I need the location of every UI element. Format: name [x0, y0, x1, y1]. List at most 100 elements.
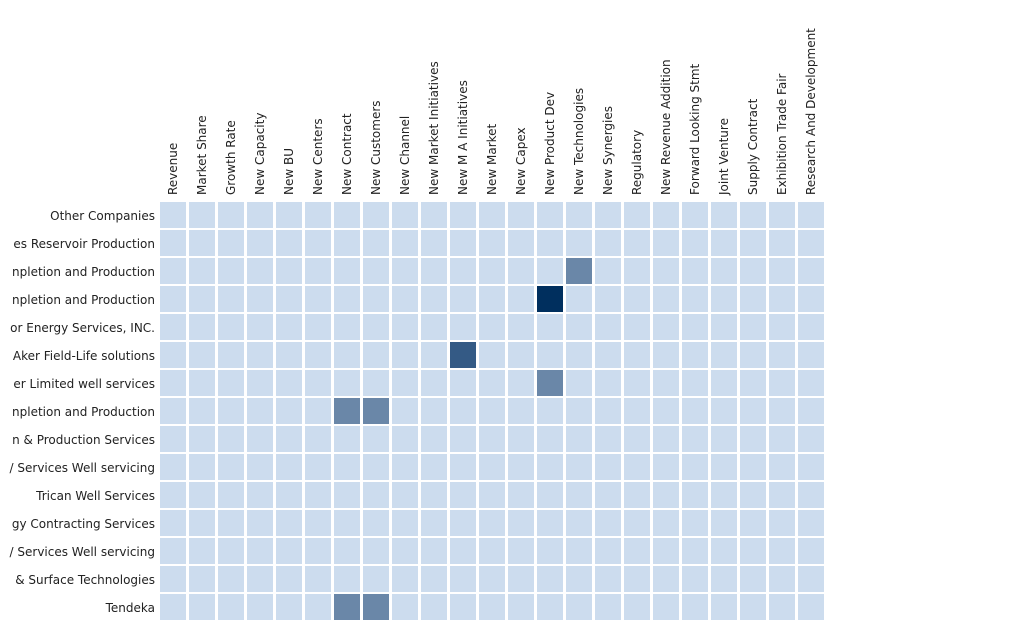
- heatmap-cell: [653, 482, 679, 508]
- heatmap-cell: [682, 258, 708, 284]
- heatmap-cell: [247, 286, 273, 312]
- heatmap-cell: [160, 426, 186, 452]
- heatmap-cell: [769, 426, 795, 452]
- heatmap-cell: [798, 538, 824, 564]
- heatmap-cell: [653, 370, 679, 396]
- heatmap-cell: [160, 398, 186, 424]
- heatmap-cell: [508, 398, 534, 424]
- heatmap-cell: [537, 482, 563, 508]
- column-label: Forward Looking Stmt: [688, 63, 702, 195]
- heatmap-cell: [450, 370, 476, 396]
- heatmap-cell: [247, 594, 273, 620]
- heatmap-cell: [798, 594, 824, 620]
- heatmap-cell: [334, 538, 360, 564]
- heatmap-cell: [363, 538, 389, 564]
- heatmap-cell: [392, 398, 418, 424]
- heatmap-cell: [392, 594, 418, 620]
- heatmap-cell: [682, 370, 708, 396]
- heatmap-cell: [450, 398, 476, 424]
- heatmap-cell: [566, 342, 592, 368]
- row-label: & Surface Technologies: [15, 573, 155, 587]
- heatmap-cell: [479, 398, 505, 424]
- heatmap-cell: [247, 538, 273, 564]
- heatmap-cell: [566, 454, 592, 480]
- heatmap-cell: [595, 230, 621, 256]
- heatmap-cell: [479, 286, 505, 312]
- heatmap-cell: [740, 510, 766, 536]
- heatmap-cell: [421, 370, 447, 396]
- heatmap-cell: [160, 258, 186, 284]
- heatmap-cell: [276, 482, 302, 508]
- heatmap-cell: [421, 202, 447, 228]
- heatmap-cell: [798, 202, 824, 228]
- heatmap-cell: [218, 566, 244, 592]
- heatmap-cell: [247, 314, 273, 340]
- column-label: New BU: [282, 148, 296, 195]
- heatmap-cell: [247, 566, 273, 592]
- heatmap-cell: [421, 258, 447, 284]
- heatmap-cell: [479, 538, 505, 564]
- heatmap-cell: [421, 482, 447, 508]
- heatmap-cell: [798, 482, 824, 508]
- row-label: / Services Well servicing: [10, 461, 155, 475]
- heatmap-cell: [682, 538, 708, 564]
- heatmap-cell: [653, 566, 679, 592]
- heatmap-cell: [160, 454, 186, 480]
- heatmap-cell: [218, 314, 244, 340]
- heatmap-cell: [508, 202, 534, 228]
- heatmap-cell: [624, 258, 650, 284]
- heatmap-cell: [508, 454, 534, 480]
- heatmap-cell: [653, 510, 679, 536]
- heatmap-cell: [363, 314, 389, 340]
- heatmap-cell: [740, 594, 766, 620]
- heatmap-cell: [624, 510, 650, 536]
- heatmap-cell: [276, 454, 302, 480]
- column-label: Regulatory: [630, 130, 644, 195]
- heatmap-cell: [334, 370, 360, 396]
- heatmap-cell: [479, 594, 505, 620]
- heatmap-cell: [363, 202, 389, 228]
- heatmap-cell: [653, 426, 679, 452]
- heatmap-cell: [276, 538, 302, 564]
- heatmap-cell: [479, 454, 505, 480]
- heatmap-cell: [566, 286, 592, 312]
- heatmap-cell: [740, 454, 766, 480]
- row-label: n & Production Services: [12, 433, 155, 447]
- heatmap-cell: [276, 286, 302, 312]
- heatmap-cell: [160, 594, 186, 620]
- heatmap-cell: [508, 286, 534, 312]
- heatmap-cell: [305, 594, 331, 620]
- heatmap-cell: [392, 538, 418, 564]
- heatmap-cell: [595, 370, 621, 396]
- heatmap-cell: [392, 202, 418, 228]
- heatmap-cell: [769, 342, 795, 368]
- heatmap-cell: [740, 538, 766, 564]
- heatmap-cell: [566, 538, 592, 564]
- heatmap-cell: [682, 202, 708, 228]
- heatmap-cell: [711, 454, 737, 480]
- heatmap-cell: [508, 510, 534, 536]
- column-label: New Customers: [369, 100, 383, 195]
- heatmap-cell: [276, 314, 302, 340]
- heatmap-cell: [711, 566, 737, 592]
- heatmap-cell: [566, 314, 592, 340]
- heatmap-cell: [595, 258, 621, 284]
- heatmap-cell: [305, 202, 331, 228]
- heatmap-cell: [305, 286, 331, 312]
- column-label: New Market Initiatives: [427, 61, 441, 195]
- heatmap-cell: [450, 454, 476, 480]
- column-label: New Contract: [340, 113, 354, 195]
- row-label: / Services Well servicing: [10, 545, 155, 559]
- heatmap-cell: [305, 342, 331, 368]
- heatmap-cell: [363, 370, 389, 396]
- heatmap-cell: [363, 258, 389, 284]
- heatmap-cell: [624, 482, 650, 508]
- heatmap-cell: [624, 538, 650, 564]
- heatmap-cell: [334, 566, 360, 592]
- heatmap-cell: [450, 482, 476, 508]
- heatmap-cell: [421, 426, 447, 452]
- heatmap-cell: [450, 230, 476, 256]
- column-label: New Market: [485, 123, 499, 195]
- heatmap-cell: [276, 566, 302, 592]
- column-label: Joint Venture: [717, 118, 731, 196]
